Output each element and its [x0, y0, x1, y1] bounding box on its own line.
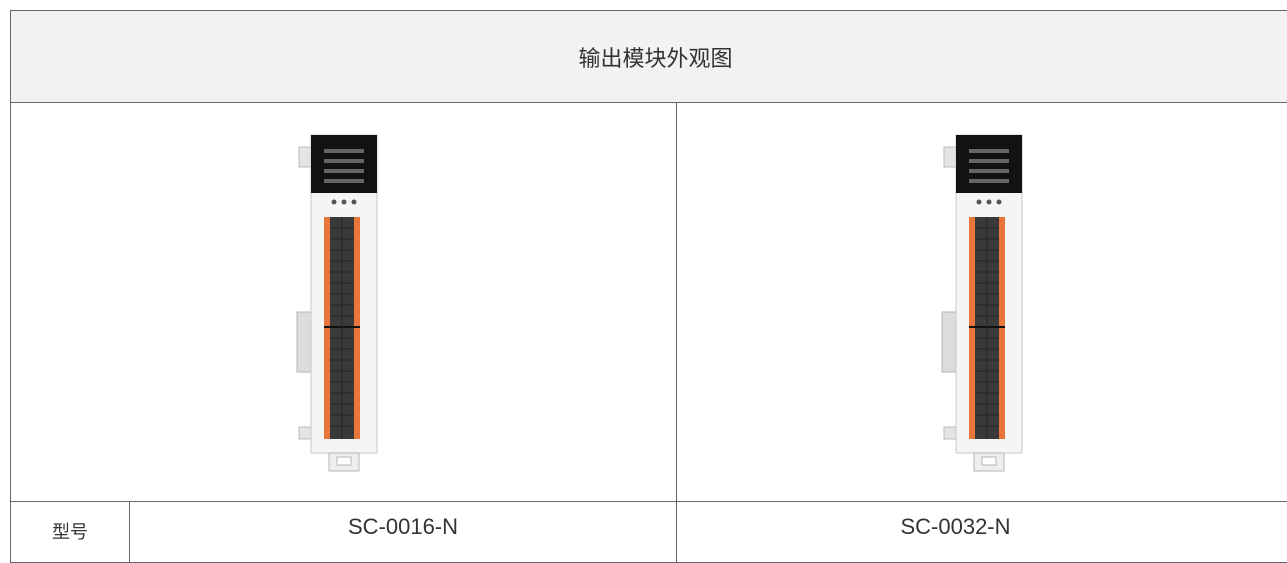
model-cell: SC-0016-N	[130, 502, 677, 563]
label-cell: 型号	[11, 502, 130, 563]
model-name: SC-0032-N	[677, 514, 1234, 540]
device-image	[939, 127, 1039, 477]
model-name: SC-0016-N	[130, 514, 676, 540]
table-title: 输出模块外观图	[11, 11, 1287, 103]
model-cell: SC-0032-N	[677, 502, 1287, 563]
appearance-table: 输出模块外观图 型号 SC-0016-N SC-0032-N	[10, 10, 1287, 563]
model-label: 型号	[11, 518, 129, 544]
image-cell	[677, 103, 1287, 502]
device-image	[294, 127, 394, 477]
image-cell	[11, 103, 677, 502]
